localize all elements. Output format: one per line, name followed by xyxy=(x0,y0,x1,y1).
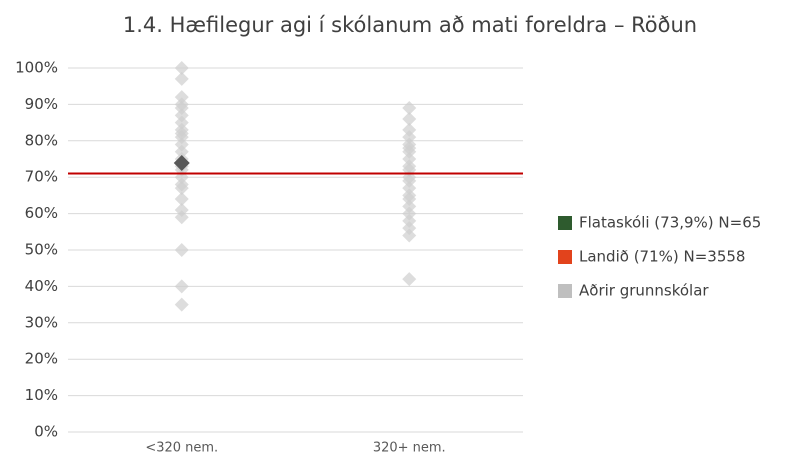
y-tick-label: 90% xyxy=(25,95,58,113)
x-tick-label: <320 nem. xyxy=(145,441,218,456)
point xyxy=(174,61,189,75)
point xyxy=(174,130,189,145)
point xyxy=(402,152,417,166)
point xyxy=(174,243,189,257)
point xyxy=(174,181,189,196)
point xyxy=(174,144,189,159)
y-tick-label: 50% xyxy=(25,241,58,259)
point xyxy=(174,279,189,294)
x-tick-label: 320+ nem. xyxy=(373,441,446,456)
point xyxy=(402,130,417,145)
y-tick-label: 60% xyxy=(25,204,58,222)
y-tick-label: 100% xyxy=(15,59,58,77)
point xyxy=(174,101,189,116)
y-tick-label: 20% xyxy=(25,350,58,368)
point xyxy=(173,155,190,172)
point xyxy=(402,111,417,126)
legend-swatch xyxy=(558,250,572,264)
y-tick-label: 30% xyxy=(25,313,58,331)
y-tick-label: 10% xyxy=(25,386,58,404)
point xyxy=(402,101,417,116)
y-tick-label: 70% xyxy=(25,168,58,186)
point xyxy=(402,173,417,188)
point xyxy=(402,272,417,287)
point xyxy=(402,122,417,137)
point xyxy=(402,181,417,196)
y-tick-label: 40% xyxy=(25,277,58,295)
point xyxy=(402,144,417,159)
point xyxy=(402,213,417,228)
point xyxy=(174,71,189,86)
point xyxy=(402,206,417,221)
point xyxy=(402,221,417,236)
legend-label: Flataskóli (73,9%) N=65 xyxy=(579,214,761,232)
legend-swatch xyxy=(558,216,572,230)
legend-label: Aðrir grunnskólar xyxy=(579,282,709,300)
point xyxy=(402,199,417,214)
point xyxy=(174,115,189,130)
point xyxy=(174,108,189,123)
point xyxy=(174,137,189,152)
y-tick-label: 0% xyxy=(34,423,58,441)
legend-label: Landið (71%) N=3558 xyxy=(579,248,745,266)
point xyxy=(174,297,189,312)
point xyxy=(174,210,189,225)
point xyxy=(174,192,189,207)
point xyxy=(402,228,417,243)
chart-title: 1.4. Hæfilegur agi í skólanum að mati fo… xyxy=(123,13,697,37)
y-tick-label: 80% xyxy=(25,131,58,149)
legend-swatch xyxy=(558,284,572,298)
point xyxy=(402,192,417,207)
point xyxy=(174,202,189,217)
point xyxy=(174,90,189,105)
